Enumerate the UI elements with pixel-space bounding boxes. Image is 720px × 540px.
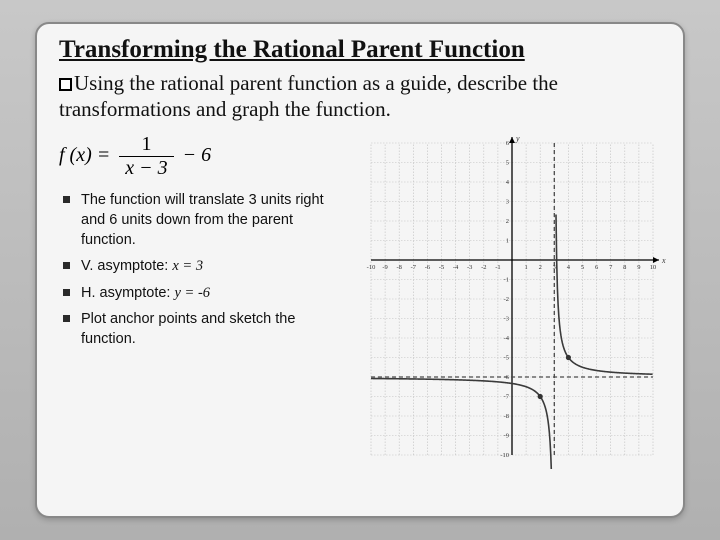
svg-text:-1: -1 <box>495 264 500 271</box>
bullet-text: Plot anchor points and sketch the functi… <box>81 311 295 347</box>
graph-svg: -10 -9 -8 -7 -6 -5 -4 -3 -2 -1 1 2 3 4 5 6 7 8 9 10 -10 -9 -8 -… <box>357 129 667 469</box>
svg-text:-7: -7 <box>504 393 510 400</box>
svg-text:-4: -4 <box>504 335 510 342</box>
svg-text:4: 4 <box>567 264 571 271</box>
slide-card: Transforming the Rational Parent Functio… <box>35 22 685 518</box>
svg-text:-8: -8 <box>396 264 401 271</box>
svg-text:10: 10 <box>650 264 657 271</box>
svg-text:4: 4 <box>506 179 510 186</box>
svg-text:-10: -10 <box>367 264 376 271</box>
formula-fraction: 1 x − 3 <box>119 133 173 180</box>
bullet-text: H. asymptote: <box>81 285 174 301</box>
bullet-text: The function will translate 3 units righ… <box>81 192 324 249</box>
svg-text:-10: -10 <box>500 452 509 459</box>
svg-text:-4: -4 <box>453 264 459 271</box>
svg-text:y: y <box>515 134 520 143</box>
svg-text:8: 8 <box>623 264 626 271</box>
intro-content: Using the rational parent function as a … <box>59 71 558 121</box>
svg-text:-7: -7 <box>411 264 417 271</box>
svg-text:x: x <box>661 256 666 265</box>
svg-text:-3: -3 <box>467 264 472 271</box>
svg-text:-5: -5 <box>504 354 509 361</box>
svg-text:-1: -1 <box>504 276 509 283</box>
svg-text:5: 5 <box>581 264 584 271</box>
svg-text:-8: -8 <box>504 413 509 420</box>
svg-text:-2: -2 <box>481 264 486 271</box>
svg-text:9: 9 <box>637 264 640 271</box>
list-item: V. asymptote: x = 3 <box>59 256 349 276</box>
bullet-list: The function will translate 3 units righ… <box>59 190 349 350</box>
svg-text:-2: -2 <box>504 296 509 303</box>
svg-text:2: 2 <box>539 264 542 271</box>
svg-text:3: 3 <box>506 198 509 205</box>
svg-text:5: 5 <box>506 159 509 166</box>
svg-text:2: 2 <box>506 218 509 225</box>
list-item: The function will translate 3 units righ… <box>59 190 349 251</box>
formula: f (x) = 1 x − 3 − 6 <box>59 133 349 180</box>
svg-text:6: 6 <box>506 140 510 147</box>
formula-num: 1 <box>119 133 173 157</box>
intro-text: Using the rational parent function as a … <box>59 70 661 123</box>
content-row: f (x) = 1 x − 3 − 6 The function will tr… <box>59 129 661 469</box>
formula-tail: − 6 <box>183 144 212 166</box>
formula-den: x − 3 <box>119 157 173 180</box>
svg-text:6: 6 <box>595 264 599 271</box>
bullet-math: y = -6 <box>174 285 210 301</box>
graph-panel: -10 -9 -8 -7 -6 -5 -4 -3 -2 -1 1 2 3 4 5 6 7 8 9 10 -10 -9 -8 -… <box>357 129 667 469</box>
svg-text:-9: -9 <box>382 264 387 271</box>
svg-text:-6: -6 <box>425 264 431 271</box>
svg-text:7: 7 <box>609 264 613 271</box>
slide-title: Transforming the Rational Parent Functio… <box>59 36 661 64</box>
svg-text:-9: -9 <box>504 432 509 439</box>
bullet-text: V. asymptote: <box>81 258 172 274</box>
svg-text:1: 1 <box>524 264 527 271</box>
svg-text:-3: -3 <box>504 315 509 322</box>
list-item: Plot anchor points and sketch the functi… <box>59 309 349 350</box>
svg-text:1: 1 <box>506 237 509 244</box>
svg-text:-5: -5 <box>439 264 444 271</box>
square-bullet-icon <box>59 78 72 91</box>
formula-lhs: f (x) = <box>59 144 110 166</box>
left-column: f (x) = 1 x − 3 − 6 The function will tr… <box>59 129 349 469</box>
list-item: H. asymptote: y = -6 <box>59 283 349 303</box>
bullet-math: x = 3 <box>172 258 203 274</box>
